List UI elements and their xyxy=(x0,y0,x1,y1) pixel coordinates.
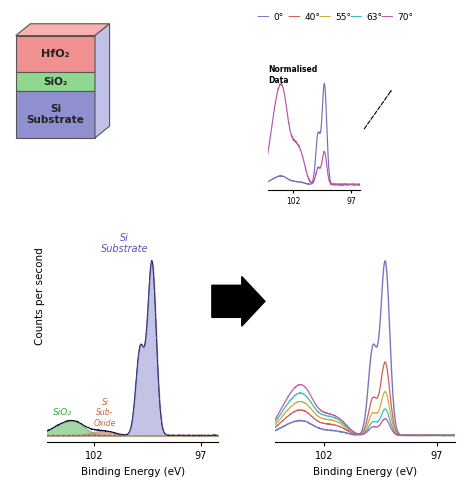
Text: 40°: 40° xyxy=(304,13,320,21)
Y-axis label: Counts per second: Counts per second xyxy=(35,247,45,346)
Text: SiO₂: SiO₂ xyxy=(53,408,72,417)
Polygon shape xyxy=(95,24,109,138)
Text: 0°: 0° xyxy=(273,13,284,21)
X-axis label: Binding Energy (eV): Binding Energy (eV) xyxy=(313,467,417,477)
Text: HfO₂: HfO₂ xyxy=(41,49,70,59)
FancyBboxPatch shape xyxy=(16,72,95,91)
Text: 70°: 70° xyxy=(397,13,413,21)
Polygon shape xyxy=(16,24,109,35)
Text: Si
Sub-
Oxide: Si Sub- Oxide xyxy=(94,398,116,428)
Text: 55°: 55° xyxy=(335,13,351,21)
X-axis label: Binding Energy (eV): Binding Energy (eV) xyxy=(81,467,185,477)
FancyBboxPatch shape xyxy=(16,91,95,138)
Text: 63°: 63° xyxy=(366,13,382,21)
Text: —: — xyxy=(349,11,362,23)
FancyBboxPatch shape xyxy=(16,35,95,72)
Text: SiO₂: SiO₂ xyxy=(43,76,68,87)
Text: —: — xyxy=(288,11,300,23)
Text: —: — xyxy=(257,11,269,23)
Text: Si
Substrate: Si Substrate xyxy=(100,233,148,254)
Text: —: — xyxy=(319,11,331,23)
Text: —: — xyxy=(380,11,392,23)
FancyArrow shape xyxy=(212,277,265,326)
Text: Si
Substrate: Si Substrate xyxy=(27,104,84,125)
Text: Normalised
Data: Normalised Data xyxy=(268,66,317,85)
